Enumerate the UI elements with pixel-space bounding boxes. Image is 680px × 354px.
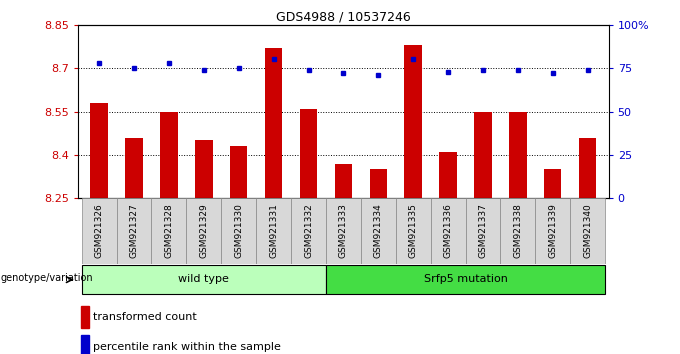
Text: genotype/variation: genotype/variation — [1, 273, 93, 283]
FancyBboxPatch shape — [291, 198, 326, 264]
Text: GSM921328: GSM921328 — [165, 203, 173, 258]
Text: GSM921340: GSM921340 — [583, 203, 592, 258]
Text: GSM921338: GSM921338 — [513, 203, 522, 258]
Text: GSM921337: GSM921337 — [479, 203, 488, 258]
Text: GSM921333: GSM921333 — [339, 203, 348, 258]
FancyBboxPatch shape — [535, 198, 571, 264]
FancyBboxPatch shape — [466, 198, 500, 264]
FancyBboxPatch shape — [430, 198, 466, 264]
Bar — [82, 336, 89, 354]
Bar — [474, 112, 492, 198]
FancyBboxPatch shape — [186, 198, 221, 264]
Text: percentile rank within the sample: percentile rank within the sample — [92, 342, 280, 352]
FancyBboxPatch shape — [82, 198, 116, 264]
Text: GSM921339: GSM921339 — [548, 203, 558, 258]
Text: wild type: wild type — [178, 274, 229, 284]
Text: Srfp5 mutation: Srfp5 mutation — [424, 274, 507, 284]
Text: GSM921335: GSM921335 — [409, 203, 418, 258]
Text: GSM921330: GSM921330 — [234, 203, 243, 258]
FancyBboxPatch shape — [221, 198, 256, 264]
Bar — [230, 146, 248, 198]
FancyBboxPatch shape — [82, 266, 326, 294]
Text: GSM921332: GSM921332 — [304, 203, 313, 258]
Text: GSM921329: GSM921329 — [199, 203, 208, 258]
Text: GSM921331: GSM921331 — [269, 203, 278, 258]
Text: transformed count: transformed count — [92, 312, 197, 322]
Bar — [369, 169, 387, 198]
Bar — [195, 141, 213, 198]
Bar — [125, 137, 143, 198]
Bar — [405, 45, 422, 198]
FancyBboxPatch shape — [500, 198, 535, 264]
FancyBboxPatch shape — [361, 198, 396, 264]
Title: GDS4988 / 10537246: GDS4988 / 10537246 — [276, 11, 411, 24]
FancyBboxPatch shape — [256, 198, 291, 264]
Bar — [160, 112, 177, 198]
FancyBboxPatch shape — [116, 198, 152, 264]
Text: GSM921327: GSM921327 — [129, 203, 139, 258]
FancyBboxPatch shape — [396, 198, 430, 264]
Bar — [544, 169, 562, 198]
Text: GSM921336: GSM921336 — [443, 203, 453, 258]
Bar — [579, 137, 596, 198]
Bar — [509, 112, 526, 198]
Bar — [90, 103, 108, 198]
Bar — [300, 109, 318, 198]
FancyBboxPatch shape — [152, 198, 186, 264]
FancyBboxPatch shape — [571, 198, 605, 264]
Text: GSM921334: GSM921334 — [374, 203, 383, 258]
Bar — [335, 164, 352, 198]
Bar — [82, 306, 89, 328]
FancyBboxPatch shape — [326, 198, 361, 264]
FancyBboxPatch shape — [326, 266, 605, 294]
Bar — [265, 48, 282, 198]
Text: GSM921326: GSM921326 — [95, 203, 103, 258]
Bar — [439, 152, 457, 198]
